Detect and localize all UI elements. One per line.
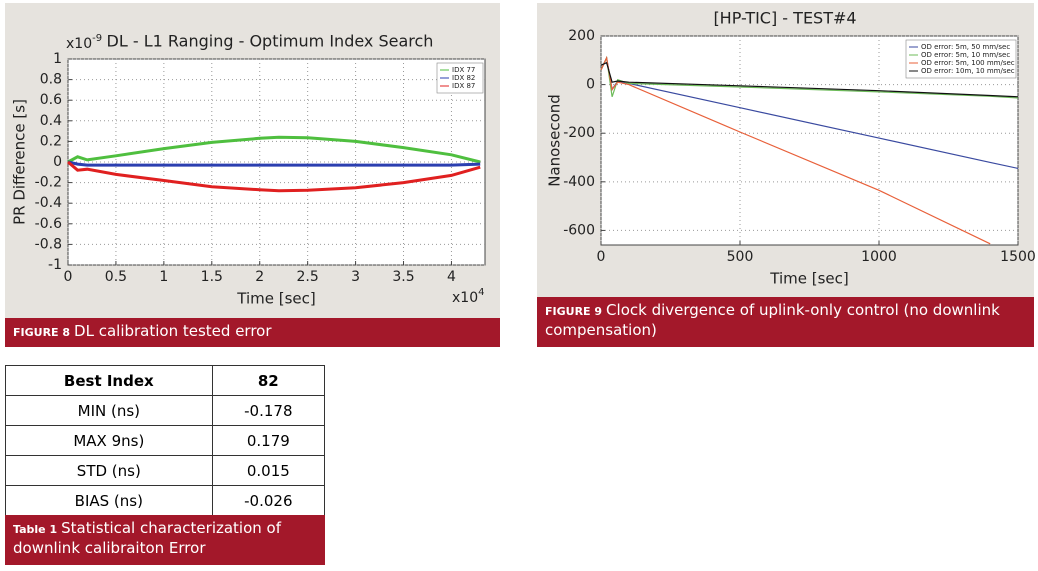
x-tick-label: 0	[64, 269, 73, 285]
x-tick-label: 1000	[861, 249, 897, 265]
multiplier-base: x10	[66, 36, 92, 52]
x-axis-label: Time [sec]	[236, 290, 315, 308]
chart-title: DL - L1 Ranging - Optimum Index Search	[107, 32, 434, 51]
y-tick-label: 0.6	[40, 92, 62, 108]
multiplier-exponent: 4	[478, 287, 484, 298]
table-row: MAX 9ns) 0.179	[5, 425, 326, 456]
y-tick-label: 200	[568, 28, 595, 44]
caption-label: FIGURE 8	[13, 326, 71, 339]
y-tick-label: -0.4	[35, 195, 62, 211]
y-tick-label: -200	[563, 125, 595, 141]
stats-table: Best Index 82 MIN (ns) -0.178 MAX 9ns) 0.179…	[5, 365, 326, 516]
legend-box	[905, 39, 1017, 79]
x-tick-label: 2.5	[297, 269, 319, 285]
y-axis-label: Nanosecond	[546, 94, 564, 187]
table-header: Best Index 82	[5, 365, 326, 396]
x-tick-label: 3.5	[392, 269, 414, 285]
x-tick-label: 1.5	[201, 269, 223, 285]
legend-label: IDX 77	[452, 66, 475, 74]
y-tick-label: -1	[48, 257, 62, 273]
y-tick-label: 1	[53, 51, 62, 67]
y-tick-label: 0.8	[40, 72, 62, 88]
y-tick-label: -0.8	[35, 236, 62, 252]
y-tick-label: 0.2	[40, 133, 62, 149]
x-tick-label: 1500	[1000, 249, 1036, 265]
series-line	[600, 55, 991, 245]
series-line	[67, 135, 481, 164]
table-cell: MIN (ns)	[5, 395, 213, 426]
figure-8-caption: FIGURE 8 DL calibration tested error	[5, 318, 500, 347]
figure-9-caption: FIGURE 9 Clock divergence of uplink-only …	[537, 297, 1034, 347]
legend-label: IDX 82	[452, 74, 475, 82]
y-axis-label: PR Difference [s]	[11, 99, 29, 225]
y-multiplier: x10-9	[66, 33, 102, 52]
table-cell: -0.026	[211, 485, 326, 516]
table-cell: STD (ns)	[5, 455, 213, 486]
x-multiplier: x104	[452, 287, 484, 306]
y-tick-label: -400	[563, 174, 595, 190]
table-row: STD (ns) 0.015	[5, 455, 326, 486]
y-tick-label: 0.4	[40, 113, 62, 129]
legend-label: OD error: 5m, 10 mm/sec	[921, 51, 1010, 59]
table-cell: 0.179	[211, 425, 326, 456]
series-line	[67, 160, 481, 167]
header-cell: Best Index	[5, 365, 213, 396]
caption-label: FIGURE 9	[545, 305, 603, 318]
y-tick-label: -0.2	[35, 175, 62, 191]
x-axis-label: Time [sec]	[769, 270, 848, 288]
table-cell: 0.015	[211, 455, 326, 486]
y-tick-label: -600	[563, 222, 595, 238]
chart-title: [HP-TIC] - TEST#4	[713, 9, 856, 28]
table-cell: BIAS (ns)	[5, 485, 213, 516]
caption-text: Clock divergence of uplink-only control …	[545, 301, 1000, 339]
x-tick-label: 3	[351, 269, 360, 285]
multiplier-base: x10	[452, 290, 478, 306]
caption-text: DL calibration tested error	[74, 322, 272, 340]
x-tick-label: 0	[597, 249, 606, 265]
y-tick-label: 0	[586, 77, 595, 93]
legend-label: OD error: 10m, 10 mm/sec	[921, 67, 1015, 75]
legend-label: OD error: 5m, 50 mm/sec	[921, 43, 1010, 51]
table-cell: -0.178	[211, 395, 326, 426]
caption-text: Statistical characterization of downlink…	[13, 519, 282, 557]
multiplier-exponent: -9	[92, 33, 102, 44]
table-cell: MAX 9ns)	[5, 425, 213, 456]
x-tick-label: 4	[447, 269, 456, 285]
caption-label: Table 1	[13, 523, 58, 536]
table-row: BIAS (ns) -0.026	[5, 485, 326, 516]
table-row: MIN (ns) -0.178	[5, 395, 326, 426]
table-caption: Table 1 Statistical characterization of d…	[5, 515, 325, 565]
x-tick-label: 0.5	[105, 269, 127, 285]
series-line	[600, 61, 1019, 98]
x-tick-label: 2	[255, 269, 264, 285]
y-tick-label: -0.6	[35, 216, 62, 232]
y-tick-label: 0	[53, 154, 62, 170]
header-cell: 82	[211, 365, 326, 396]
x-tick-label: 1	[159, 269, 168, 285]
x-tick-label: 500	[727, 249, 754, 265]
legend-label: IDX 87	[452, 82, 475, 90]
series-line	[67, 160, 481, 193]
legend-label: OD error: 5m, 100 mm/sec	[921, 59, 1015, 67]
